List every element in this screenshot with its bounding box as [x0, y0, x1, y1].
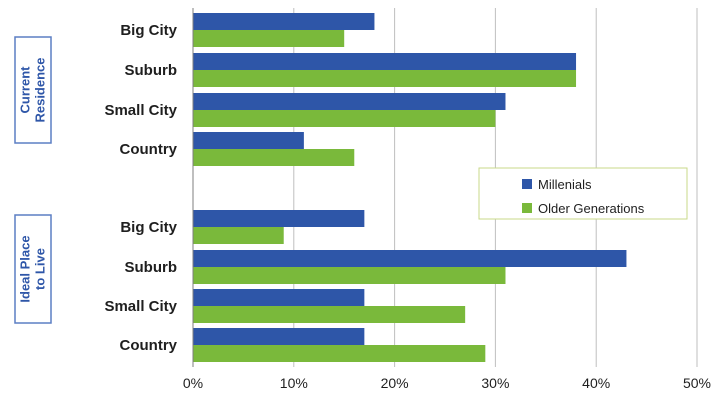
- bar-older-generations: [193, 345, 486, 362]
- bar-millenials: [193, 250, 627, 267]
- axes: 0% 10% 20% 30% 40% 50%: [183, 8, 711, 391]
- bar-older-generations: [193, 110, 496, 127]
- x-tick-label: 20%: [381, 375, 409, 391]
- legend-box: [478, 167, 688, 220]
- legend-label: Millenials: [538, 177, 592, 192]
- category-label: Small City: [104, 298, 177, 315]
- bars: [193, 13, 627, 362]
- category-label: Suburb: [125, 62, 178, 79]
- bar-older-generations: [193, 306, 466, 323]
- x-tick-label: 40%: [582, 375, 610, 391]
- bar-millenials: [193, 210, 365, 227]
- category-label: Country: [120, 337, 178, 354]
- group-label-box: [14, 36, 52, 144]
- group-label-line: Current: [18, 66, 33, 114]
- labels: Big City Suburb Small City Country Big City S…: [14, 22, 178, 354]
- bar-millenials: [193, 93, 506, 110]
- category-label: Big City: [120, 22, 177, 39]
- bar-older-generations: [193, 267, 506, 284]
- bar-older-generations: [193, 30, 345, 47]
- x-tick-label: 50%: [683, 375, 711, 391]
- bar-millenials: [193, 289, 365, 306]
- legend: Millenials Older Generations: [478, 167, 688, 220]
- bar-older-generations: [193, 227, 284, 244]
- legend-swatch: [522, 203, 532, 213]
- category-label: Big City: [120, 219, 177, 236]
- group-label: Ideal Placeto Live: [18, 235, 48, 302]
- category-label: Country: [120, 141, 178, 158]
- x-tick-label: 10%: [280, 375, 308, 391]
- group-label-line: Ideal Place: [18, 235, 33, 302]
- legend-label: Older Generations: [538, 201, 645, 216]
- bar-millenials: [193, 13, 375, 30]
- category-label: Suburb: [125, 259, 178, 276]
- group-label-box: [14, 214, 52, 324]
- bar-millenials: [193, 53, 577, 70]
- x-tick-label: 0%: [183, 375, 203, 391]
- x-tick-label: 30%: [481, 375, 509, 391]
- group-label: CurrentResidence: [18, 57, 48, 122]
- group-label-line: to Live: [33, 248, 48, 290]
- bar-millenials: [193, 132, 304, 149]
- bar-millenials: [193, 328, 365, 345]
- category-label: Small City: [104, 102, 177, 119]
- bar-older-generations: [193, 149, 355, 166]
- group-label-line: Residence: [33, 57, 48, 122]
- legend-swatch: [522, 179, 532, 189]
- bar-older-generations: [193, 70, 577, 87]
